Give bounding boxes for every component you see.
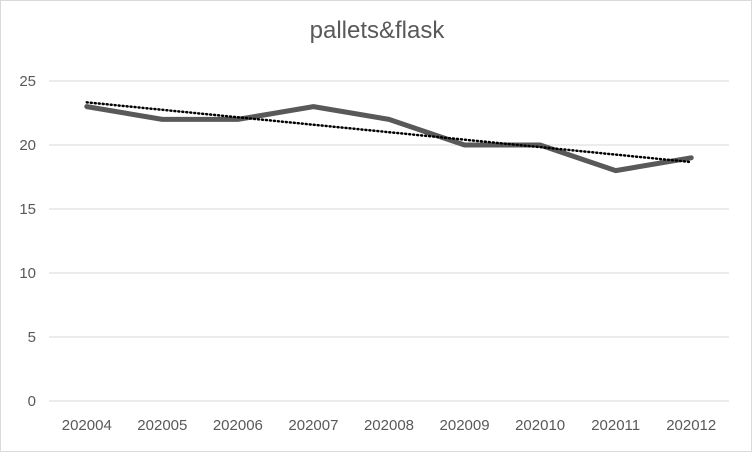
y-tick-label: 5 [28,329,36,346]
series-line [84,104,694,174]
x-tick-label: 202005 [137,417,187,434]
x-tick-label: 202011 [591,417,640,434]
y-tick-label: 0 [28,393,36,410]
y-tick-label: 25 [19,73,36,90]
gridlines [49,80,729,402]
chart-title: pallets&flask [309,17,445,44]
x-tick-label: 202012 [666,417,716,434]
y-tick-label: 15 [19,201,36,218]
y-tick-label: 10 [19,265,36,282]
x-tick-label: 202008 [364,417,414,434]
x-tick-label: 202010 [515,417,565,434]
x-tick-label: 202009 [440,417,490,434]
y-tick-label: 20 [19,137,36,154]
x-tick-label: 202004 [62,417,112,434]
series-lines [84,101,694,174]
x-tick-label: 202007 [288,417,338,434]
y-axis-tick-labels: 0 5 10 15 20 25 [19,73,36,410]
x-tick-label: 202006 [213,417,263,434]
x-axis-tick-labels: 202004 202005 202006 202007 202008 202009 2020… [62,417,717,434]
trendline [85,101,693,164]
